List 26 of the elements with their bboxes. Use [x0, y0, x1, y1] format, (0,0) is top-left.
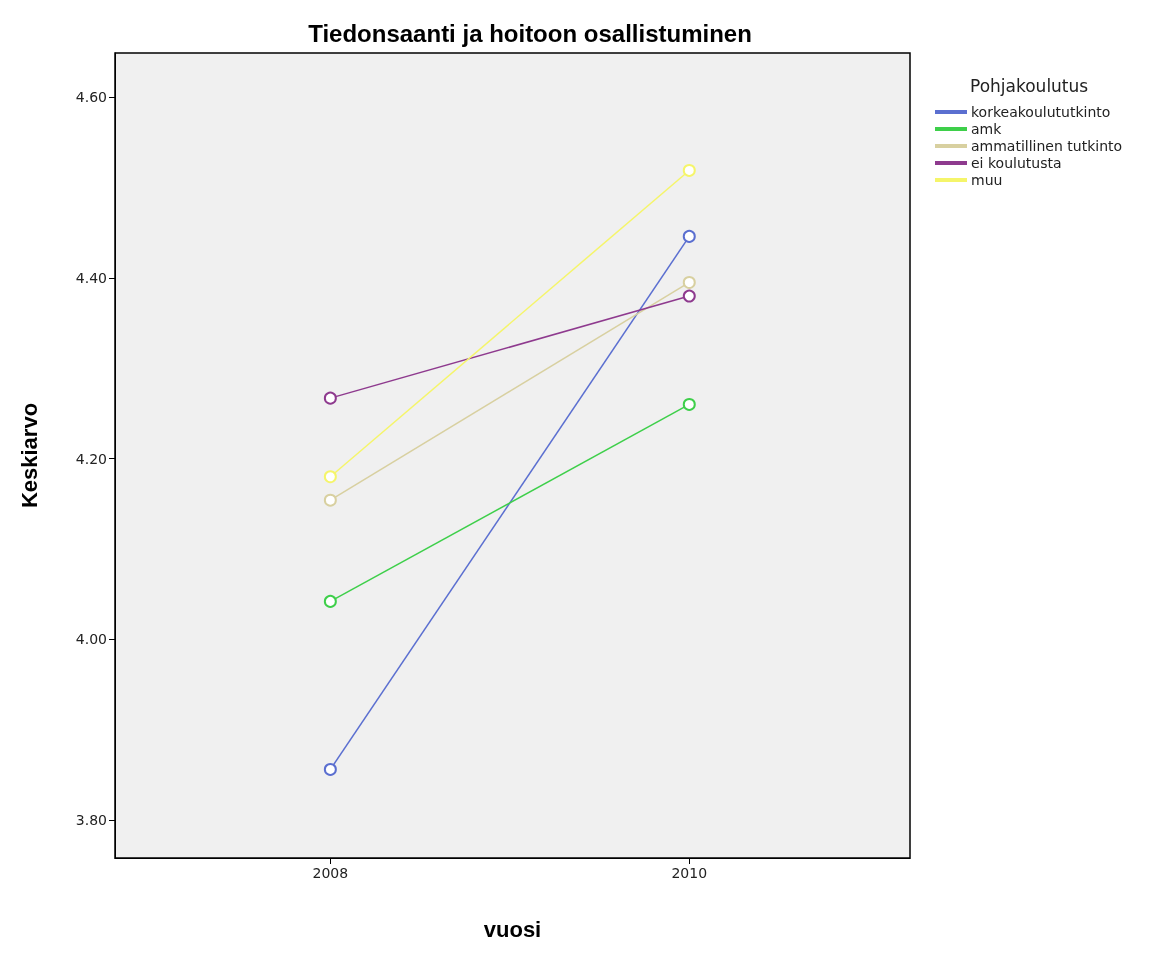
x-tick-label: 2008	[312, 865, 349, 881]
point	[323, 470, 337, 484]
y-tick-label: 3.80	[75, 812, 107, 829]
point	[682, 397, 696, 411]
y-tick-label: 4.60	[75, 89, 107, 106]
point	[323, 594, 337, 608]
legend-label: ammatillinen tutkinto	[971, 138, 1123, 154]
point	[682, 163, 696, 177]
legend-title: Pohjakoulutus	[970, 75, 1089, 96]
point	[682, 289, 696, 303]
legend-label: amk	[971, 121, 1003, 137]
point	[682, 275, 696, 289]
point	[323, 762, 337, 776]
legend-label: ei koulutusta	[971, 155, 1062, 171]
point	[323, 493, 337, 507]
y-axis-title: Keskiarvo	[16, 402, 42, 509]
y-tick-label: 4.00	[75, 631, 107, 648]
legend-label: muu	[971, 172, 1003, 188]
point	[682, 229, 696, 243]
x-axis-title: vuosi	[483, 916, 542, 942]
chart-title: Tiedonsaanti ja hoitoon osallistuminen	[308, 19, 752, 47]
x-tick-label: 2010	[671, 865, 708, 881]
point	[323, 391, 337, 405]
legend-label: korkeakoulututkinto	[971, 104, 1111, 120]
y-tick-label: 4.20	[75, 450, 107, 467]
y-tick-label: 4.40	[75, 269, 107, 286]
